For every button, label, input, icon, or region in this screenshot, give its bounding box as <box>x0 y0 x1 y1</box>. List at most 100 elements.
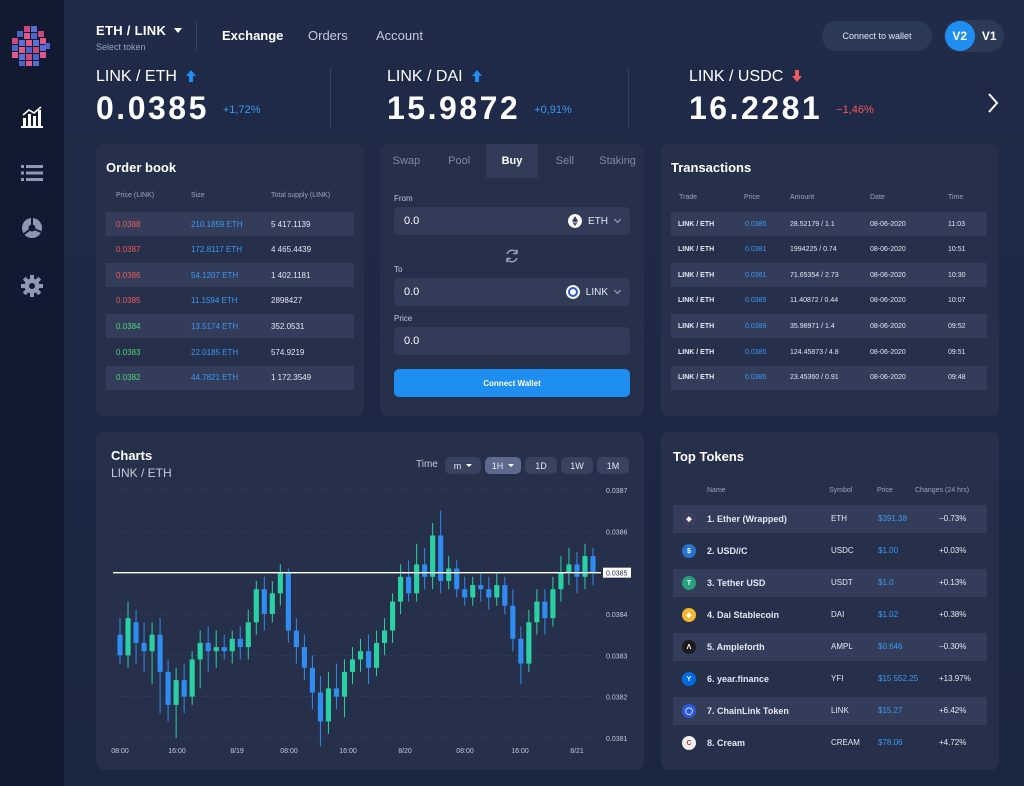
candle-body[interactable] <box>325 688 332 722</box>
candlestick-chart[interactable]: 0.0387 0.0386 0.0385 0.0384 0.0383 0.0382 0.03… <box>96 480 644 770</box>
version-v2-button[interactable]: V2 <box>945 21 975 51</box>
candle-body[interactable] <box>510 605 516 639</box>
candle-body[interactable] <box>229 638 235 652</box>
pair-selector[interactable]: ETH / LINK Select token <box>96 22 183 52</box>
pie-chart-icon[interactable] <box>19 215 45 241</box>
candle-body[interactable] <box>117 634 123 656</box>
token-row[interactable]: ◈ 4. Dai Stablecoin DAI $1.02 +0.38% <box>673 601 987 629</box>
nav-orders[interactable]: Orders <box>308 28 348 43</box>
transaction-row[interactable]: LINK / ETH 0.0381 71.65354 / 2.73 08-06-202… <box>671 263 987 288</box>
orderbook-row[interactable]: 0.0382 44.7821 ETH 1 172.3549 <box>106 365 354 390</box>
transaction-row[interactable]: LINK / ETH 0.0385 11.40872 / 0.44 08-06-202… <box>671 289 987 313</box>
tab-sell[interactable]: Sell <box>555 155 574 167</box>
candle-body[interactable] <box>125 618 131 656</box>
candle-body[interactable] <box>357 651 364 660</box>
version-v1-button[interactable]: V1 <box>981 29 997 43</box>
candle-body[interactable] <box>221 647 227 652</box>
tab-swap[interactable]: Swap <box>392 155 421 167</box>
token-row[interactable]: Y 6. year.finance YFI $15 552.25 +13.97% <box>673 665 987 693</box>
connect-wallet-button[interactable]: Connect Wallet <box>394 369 630 397</box>
candle-body[interactable] <box>165 671 171 705</box>
swap-refresh-icon[interactable] <box>504 248 520 264</box>
candle-body[interactable] <box>550 589 556 619</box>
candle-body[interactable] <box>574 564 580 577</box>
candle-body[interactable] <box>534 601 540 623</box>
candle-body[interactable] <box>181 680 187 697</box>
list-icon[interactable] <box>19 160 45 186</box>
timeframe-1m-button[interactable]: 1M <box>597 457 629 474</box>
nav-account[interactable]: Account <box>376 28 423 43</box>
candle-body[interactable] <box>237 638 243 648</box>
chart-bars-icon[interactable] <box>19 104 45 130</box>
candle-body[interactable] <box>213 647 219 652</box>
candle-body[interactable] <box>205 642 211 652</box>
orderbook-row[interactable]: 0.0388 210.1859 ETH 5 417.1139 <box>106 212 354 236</box>
candle-body[interactable] <box>245 622 251 648</box>
orderbook-row[interactable]: 0.0383 22.0185 ETH 574.9219 <box>106 340 354 364</box>
candle-body[interactable] <box>373 642 380 668</box>
candle-body[interactable] <box>149 634 155 652</box>
candle-body[interactable] <box>502 585 508 606</box>
candle-body[interactable] <box>285 572 291 631</box>
tab-staking[interactable]: Staking <box>599 155 636 167</box>
logo-cube-icon[interactable] <box>10 24 52 68</box>
from-amount-input[interactable]: 0.0 ETH <box>394 207 630 235</box>
orderbook-row[interactable]: 0.0387 172.8117 ETH 4 465.4439 <box>106 238 354 262</box>
token-row[interactable]: Λ 5. Ampleforth AMPL $0.646 −0.30% <box>673 633 987 661</box>
version-toggle[interactable]: V2 V1 <box>944 20 1004 52</box>
connect-to-wallet-button[interactable]: Connect to wallet <box>822 21 932 51</box>
candle-body[interactable] <box>462 589 468 598</box>
transaction-row[interactable]: LINK / ETH 0.0385 28.52179 / 1.1 08-06-2020… <box>671 212 987 236</box>
candle-body[interactable] <box>590 556 596 573</box>
candle-body[interactable] <box>349 659 356 672</box>
candle-body[interactable] <box>414 564 420 594</box>
to-token-select[interactable]: LINK <box>565 285 622 299</box>
timeframe-minute-select[interactable]: m <box>445 457 481 474</box>
candle-body[interactable] <box>454 568 460 590</box>
candle-body[interactable] <box>173 680 179 705</box>
candle-body[interactable] <box>518 638 524 664</box>
candle-body[interactable] <box>133 622 139 643</box>
candle-body[interactable] <box>261 589 267 614</box>
transaction-row[interactable]: LINK / ETH 0.0389 35.98971 / 1.4 08-06-2020… <box>671 314 987 339</box>
candle-body[interactable] <box>422 564 428 577</box>
candle-body[interactable] <box>189 659 195 697</box>
token-row[interactable]: ◆ 1. Ether (Wrapped) ETH $391.38 −0.73% <box>673 505 987 533</box>
orderbook-row[interactable]: 0.0385 11.1594 ETH 2898427 <box>106 289 354 313</box>
candle-body[interactable] <box>438 535 444 581</box>
orderbook-row[interactable]: 0.0384 13.5174 ETH 352.0531 <box>106 314 354 339</box>
candle-body[interactable] <box>398 576 404 602</box>
tab-buy[interactable]: Buy <box>485 144 539 178</box>
candle-body[interactable] <box>390 601 396 631</box>
candle-body[interactable] <box>365 651 372 668</box>
candle-body[interactable] <box>486 589 492 598</box>
candle-body[interactable] <box>558 572 564 590</box>
token-row[interactable]: $2. USD//C USDC $1.00 +0.03% <box>673 537 987 565</box>
transaction-row[interactable]: LINK / ETH 0.0381 1994225 / 0.74 08-06-2020… <box>671 238 987 262</box>
candle-body[interactable] <box>141 642 147 652</box>
candle-body[interactable] <box>301 647 307 668</box>
candle-body[interactable] <box>293 630 299 648</box>
token-row[interactable]: T 3. Tether USD USDT $1.0 +0.13% <box>673 569 987 597</box>
candle-body[interactable] <box>317 692 323 722</box>
candle-body[interactable] <box>494 585 500 598</box>
candle-body[interactable] <box>478 585 484 590</box>
price-input[interactable]: 0.0 <box>394 327 630 355</box>
candle-body[interactable] <box>542 601 548 619</box>
orderbook-row[interactable]: 0.0386 54.1207 ETH 1 402.1181 <box>106 263 354 288</box>
candle-body[interactable] <box>470 585 476 598</box>
token-row[interactable]: C 8. Cream CREAM $78.06 +4.72% <box>673 729 987 757</box>
transaction-row[interactable]: LINK / ETH 0.0385 23.45360 / 0.91 08-06-202… <box>671 365 987 390</box>
candle-body[interactable] <box>381 630 388 643</box>
candle-body[interactable] <box>566 564 572 573</box>
candle-body[interactable] <box>446 568 452 581</box>
timeframe-1d-button[interactable]: 1D <box>525 457 557 474</box>
settings-gear-icon[interactable] <box>19 273 45 299</box>
to-amount-input[interactable]: 0.0 LINK <box>394 278 630 306</box>
candle-body[interactable] <box>582 556 588 577</box>
from-token-select[interactable]: ETH <box>568 214 622 228</box>
timeframe-1w-button[interactable]: 1W <box>561 457 593 474</box>
chevron-right-icon[interactable] <box>986 92 1000 114</box>
candle-body[interactable] <box>341 671 348 697</box>
candle-body[interactable] <box>269 593 275 614</box>
